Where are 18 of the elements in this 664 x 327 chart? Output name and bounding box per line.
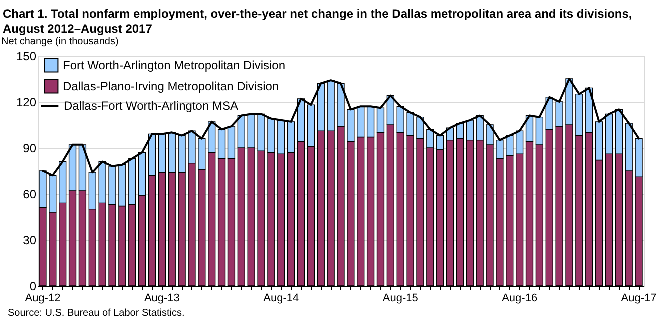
legend-label: Dallas-Fort Worth-Arlington MSA	[64, 99, 238, 113]
source-note: Source: U.S. Bureau of Labor Statistics.	[8, 308, 185, 319]
x-tick-label: Aug-17	[621, 292, 657, 304]
legend-label: Dallas-Plano-Irving Metropolitan Division	[63, 80, 280, 94]
x-tick-label: Aug-14	[264, 292, 300, 304]
x-tick-label: Aug-13	[144, 292, 180, 304]
x-tick-label: Aug-15	[382, 292, 418, 304]
y-axis-title: Net change (in thousands)	[2, 36, 119, 48]
y-tick-label: 0	[30, 280, 37, 294]
x-tick-label: Aug-12	[25, 292, 61, 304]
y-tick-label: 90	[23, 142, 37, 156]
y-tick-label: 150	[16, 50, 37, 64]
x-tick-label: Aug-16	[502, 292, 538, 304]
chart-title: Chart 1. Total nonfarm employment, over-the-year net change in the Dallas metropolitan area and its divisions, August 2012–August 2017	[3, 7, 632, 36]
y-tick-label: 30	[23, 234, 37, 248]
legend-label: Fort Worth-Arlington Metropolitan Division	[63, 58, 286, 72]
y-tick-label: 120	[16, 96, 37, 110]
y-tick-label: 60	[23, 188, 37, 202]
